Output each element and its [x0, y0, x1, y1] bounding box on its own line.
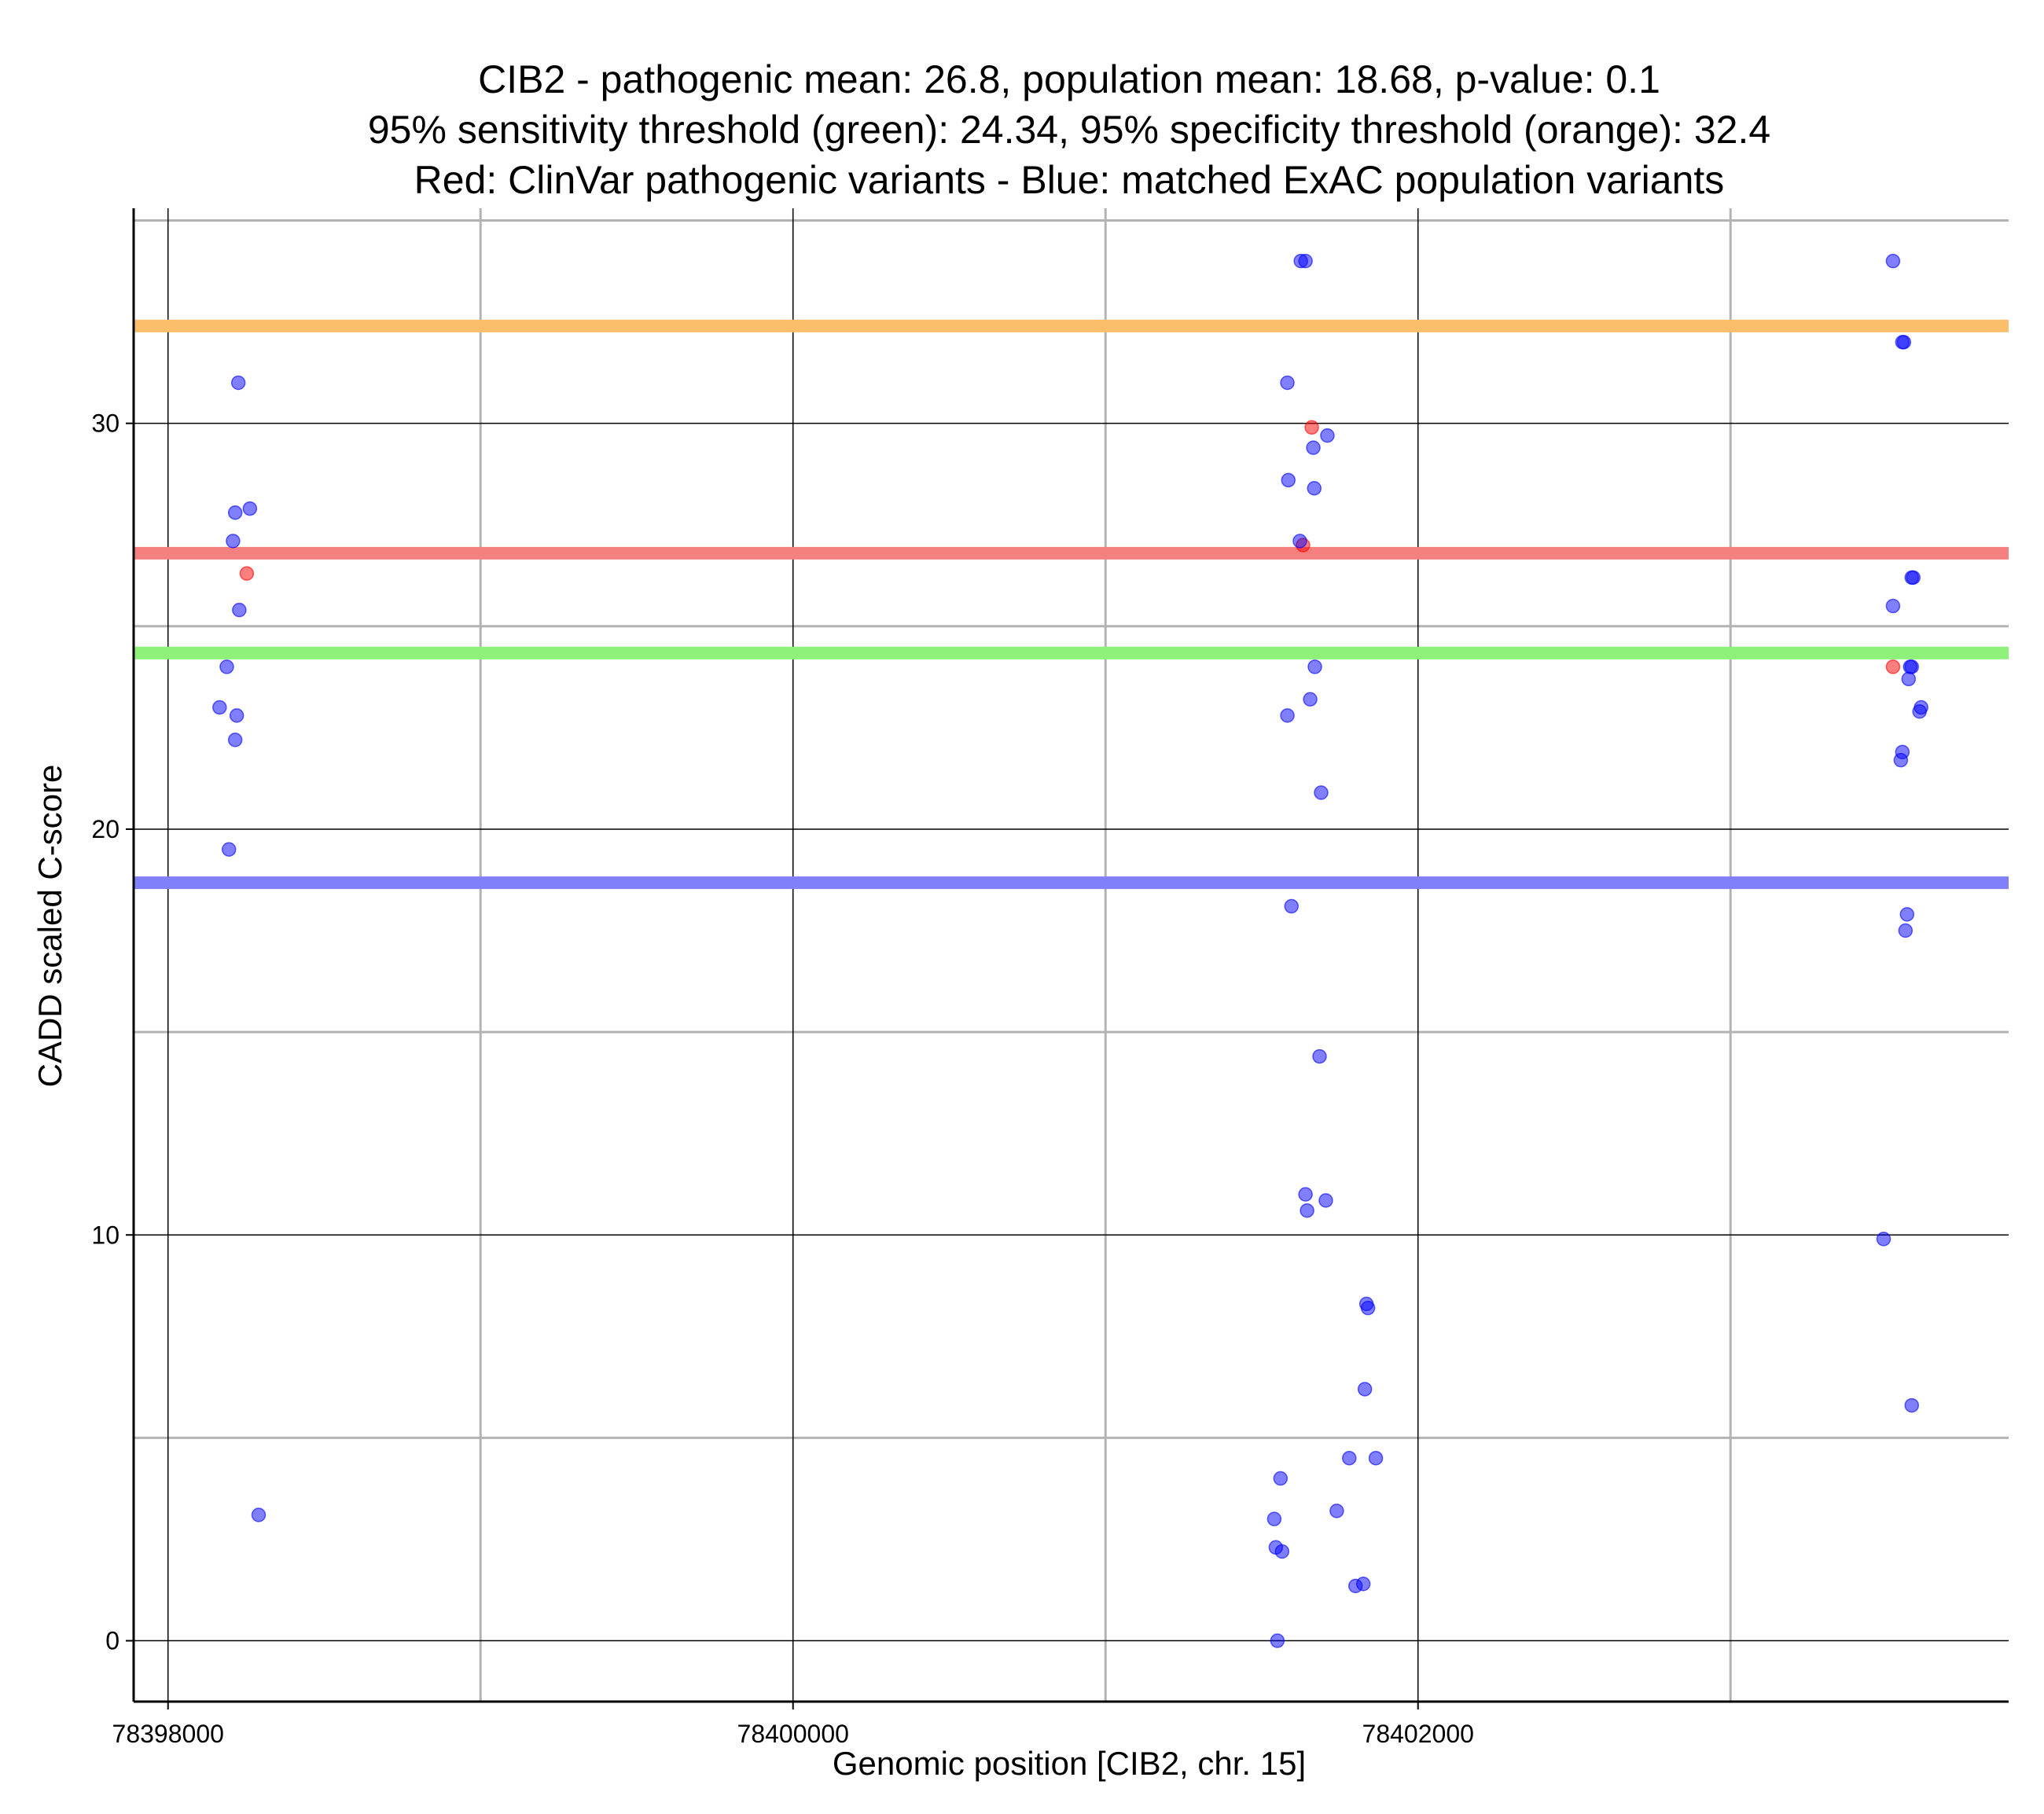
threshold-lines: [134, 319, 2009, 890]
population-variant-point: [1912, 703, 1927, 719]
population-variant-point: [1898, 923, 1913, 938]
population-variant-point: [227, 733, 243, 747]
population-variant-point: [1876, 1232, 1891, 1247]
population-variant-point: [1300, 1203, 1314, 1218]
population-variant-point: [1266, 1511, 1282, 1526]
population-variant-point: [1314, 785, 1329, 800]
population-variant-point: [1306, 440, 1321, 455]
population-variant-point: [1312, 1048, 1327, 1064]
population-variant-point: [1885, 598, 1901, 614]
population-variant-point: [229, 708, 244, 723]
population-variant-point: [1298, 1187, 1313, 1202]
population-variant-point: [251, 1507, 267, 1522]
population-variant-point: [1360, 1300, 1376, 1316]
minor-gridlines: [134, 208, 2009, 1702]
population-variant-point: [1896, 335, 1912, 350]
population-variant-point: [1307, 481, 1322, 496]
population-variant-point: [212, 700, 227, 715]
population-variant-point: [1899, 907, 1915, 922]
population-variant-point: [1329, 1504, 1344, 1518]
pathogenic-variant-point: [1304, 420, 1319, 435]
population-variant-point: [1298, 253, 1313, 269]
x-tick-label: 78402000: [1362, 1720, 1474, 1748]
x-tick-label: 78400000: [737, 1720, 849, 1748]
x-axis-ticks: 78398000 78400000 78402000: [112, 1702, 1474, 1748]
chart-title-line-2: 95% sensitivity threshold (green): 24.34…: [368, 108, 1770, 152]
population-variant-point: [242, 501, 258, 516]
population-variant-point: [1357, 1382, 1373, 1397]
pathogenic-variant-point: [1885, 659, 1901, 674]
x-tick-label: 78398000: [112, 1720, 224, 1748]
y-tick-label: 10: [91, 1221, 119, 1249]
data-points: [212, 253, 1928, 1648]
population-variant-point: [1904, 659, 1920, 674]
population-variant-point: [230, 375, 246, 391]
population-variant-point: [226, 534, 241, 549]
population-variant-point: [1320, 428, 1335, 443]
population-variant-point: [221, 842, 237, 857]
population-variant-point: [1273, 1471, 1289, 1486]
major-gridlines: [134, 208, 2009, 1702]
y-axis-title: CADD scaled C-score: [31, 765, 68, 1088]
population-variant-point: [1893, 752, 1909, 768]
population-variant-point: [1281, 472, 1296, 488]
population-variant-point: [1904, 1397, 1920, 1413]
chart-title-line-1: CIB2 - pathogenic mean: 26.8, population…: [478, 57, 1660, 101]
population-variant-point: [1280, 708, 1295, 723]
population-variant-point: [1318, 1193, 1333, 1208]
population-variant-point: [227, 505, 243, 520]
population-variant-point: [1901, 671, 1917, 687]
y-tick-label: 30: [91, 409, 119, 438]
population-variant-point: [1270, 1633, 1285, 1648]
population-variant-point: [232, 602, 247, 618]
population-variant-point: [1307, 659, 1322, 674]
population-variant-point: [1274, 1544, 1290, 1559]
population-variant-point: [1906, 570, 1921, 586]
population-variant-point: [1347, 1578, 1363, 1594]
population-variant-point: [1885, 253, 1901, 269]
x-axis-title: Genomic position [CIB2, chr. 15]: [833, 1745, 1306, 1782]
population-variant-point: [1280, 375, 1295, 391]
y-tick-label: 20: [91, 815, 119, 843]
population-variant-point: [1292, 534, 1307, 549]
population-variant-point: [219, 659, 234, 674]
population-variant-point: [1303, 692, 1318, 707]
y-tick-label: 0: [105, 1627, 119, 1655]
y-axis-ticks: 0 10 20 30: [91, 409, 134, 1655]
population-variant-point: [1342, 1450, 1357, 1466]
population-variant-point: [1284, 898, 1299, 914]
population-variant-point: [1368, 1450, 1384, 1466]
pathogenic-variant-point: [239, 566, 255, 581]
chart-title-line-3: Red: ClinVar pathogenic variants - Blue:…: [414, 158, 1725, 202]
